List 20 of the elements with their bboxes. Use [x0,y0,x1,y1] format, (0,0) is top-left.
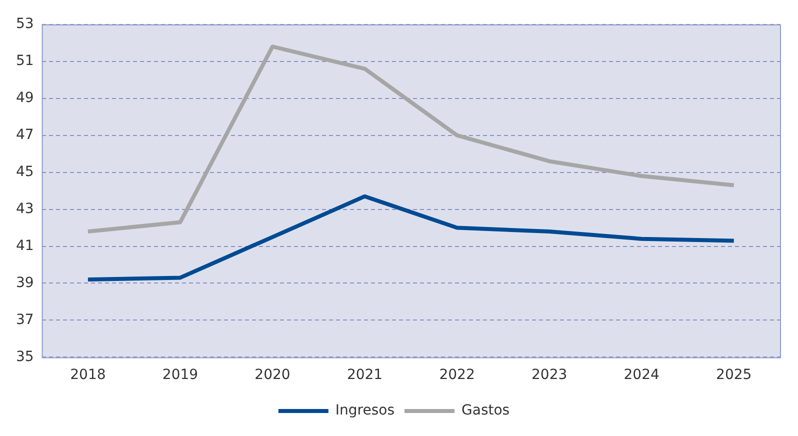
y-tick-label: 53 [16,16,34,32]
x-tick-label: 2023 [531,367,568,384]
y-tick-label: 51 [16,53,34,70]
x-tick-label: 2022 [439,367,475,384]
x-tick-label: 2024 [624,367,660,384]
legend-label: Ingresos [335,402,395,419]
x-tick-label: 2019 [162,367,198,384]
y-tick-label: 43 [16,200,34,217]
y-tick-label: 37 [16,312,34,328]
x-tick-label: 2025 [716,367,752,384]
x-tick-label: 2020 [254,367,290,384]
y-tick-label: 35 [16,348,34,365]
y-tick-label: 41 [16,238,34,254]
legend-label: Gastos [462,402,510,419]
y-tick-label: 47 [16,126,34,143]
y-tick-label: 45 [16,164,34,180]
x-tick-label: 2021 [346,367,383,384]
x-tick-label: 2018 [70,367,106,384]
y-tick-label: 49 [16,90,34,106]
y-tick-label: 39 [16,274,34,291]
